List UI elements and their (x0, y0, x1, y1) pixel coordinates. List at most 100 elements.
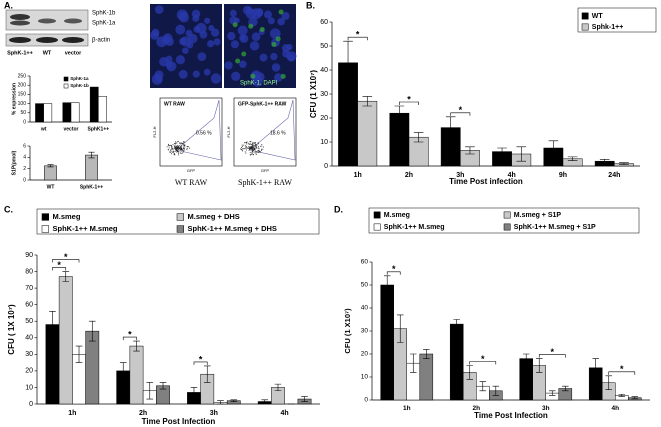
y-tick-label: 0 (23, 119, 26, 125)
flow-event (257, 151, 259, 153)
error-bar (190, 387, 198, 398)
bar (89, 86, 99, 123)
flow-event (261, 145, 263, 147)
y-tick-label: 40 (25, 335, 33, 342)
significance-bracket (347, 36, 368, 41)
x-axis-label: Time Post infection (449, 177, 523, 186)
flow-plots (159, 97, 297, 167)
flow-event (256, 147, 258, 149)
legend-label: M.smeg + S1P (514, 212, 562, 219)
x-axis-label: Time Post Infection (142, 417, 216, 426)
blot-band (36, 37, 58, 43)
flow-event (172, 149, 174, 151)
flow-event (252, 151, 254, 153)
cell (206, 40, 215, 48)
flow-event (170, 151, 172, 153)
y-tick-label: 20 (361, 351, 369, 358)
significance-bracket (450, 112, 471, 116)
flow-event (258, 150, 260, 152)
cell (288, 54, 295, 62)
y-tick-label: 40 (320, 67, 328, 74)
x-tick-label: 9h (559, 172, 567, 179)
flow-event (241, 144, 243, 146)
error-bar (492, 385, 500, 396)
x-tick-label: 2h (472, 405, 480, 412)
error-bar (605, 375, 612, 390)
flow-event (253, 144, 255, 146)
cell (246, 6, 253, 14)
error-bar (396, 314, 404, 343)
flow-event (181, 142, 183, 144)
cell (203, 68, 211, 76)
error-bar (159, 382, 167, 390)
flow-event (245, 146, 247, 148)
flow-event (177, 150, 179, 152)
legend-swatch (503, 223, 511, 231)
flow-event (240, 146, 242, 148)
flow-event (172, 148, 174, 150)
flow-event (246, 147, 248, 149)
x-tick-label: SphK1++ (87, 126, 109, 132)
flow-event (180, 148, 182, 150)
error-bar (465, 146, 475, 155)
flow-event (257, 149, 259, 151)
flow-event (175, 145, 177, 147)
gate (175, 99, 222, 161)
error-bar (413, 132, 424, 143)
flow-event (176, 145, 178, 147)
flow-event (246, 146, 248, 148)
flow-event (180, 142, 182, 144)
flow-event (175, 148, 177, 150)
y-axis-label: CFU (1 X10⁷) (343, 308, 352, 354)
flow-event (170, 149, 172, 151)
bar (70, 102, 80, 123)
y-tick-label: 10 (25, 384, 33, 391)
error-bar (75, 345, 83, 363)
error-bar (362, 96, 373, 107)
flow-event (184, 144, 186, 146)
flow-plot (233, 97, 297, 167)
y-axis-label: S1P(pmol) (11, 150, 17, 175)
flow-event (251, 147, 253, 149)
cell (208, 25, 215, 32)
error-bar (522, 353, 530, 364)
flow-event (168, 147, 170, 149)
y-tick-label: 6 (23, 143, 26, 149)
flow-event (245, 148, 247, 150)
flow-event (245, 152, 247, 154)
lane-label: WT (43, 50, 52, 56)
gfp-cell (259, 27, 265, 33)
cell (210, 73, 222, 84)
flow-event (254, 142, 256, 144)
error-bar (497, 147, 507, 156)
x-tick-label: 1h (68, 410, 76, 417)
error-bar (562, 385, 569, 392)
flow-event (179, 142, 181, 144)
flow-event (246, 143, 248, 145)
flow-event (170, 153, 172, 155)
cell (239, 34, 246, 41)
flow-event (180, 146, 182, 148)
flow-event (183, 144, 185, 146)
flow-event (257, 151, 259, 153)
legend-swatch (581, 12, 589, 20)
significance-marker: * (356, 30, 360, 40)
flow-event (177, 148, 179, 150)
flow-event (262, 146, 264, 148)
flow-event (255, 152, 257, 154)
flow-event (244, 151, 246, 153)
flow-event (167, 149, 169, 151)
flow-event (186, 148, 188, 150)
flow-event (183, 148, 185, 150)
flow-event (255, 145, 257, 147)
significance-marker: * (407, 94, 411, 104)
flow-plot (159, 97, 223, 167)
flow-event (260, 151, 262, 153)
gfp-cell (241, 51, 247, 57)
microscopy (149, 4, 297, 88)
y-tick-label: 150 (18, 92, 27, 98)
gate-label: 18.6 % (270, 130, 286, 136)
flow-event (240, 149, 242, 151)
flow-event (176, 150, 178, 152)
flow-event (262, 148, 264, 150)
